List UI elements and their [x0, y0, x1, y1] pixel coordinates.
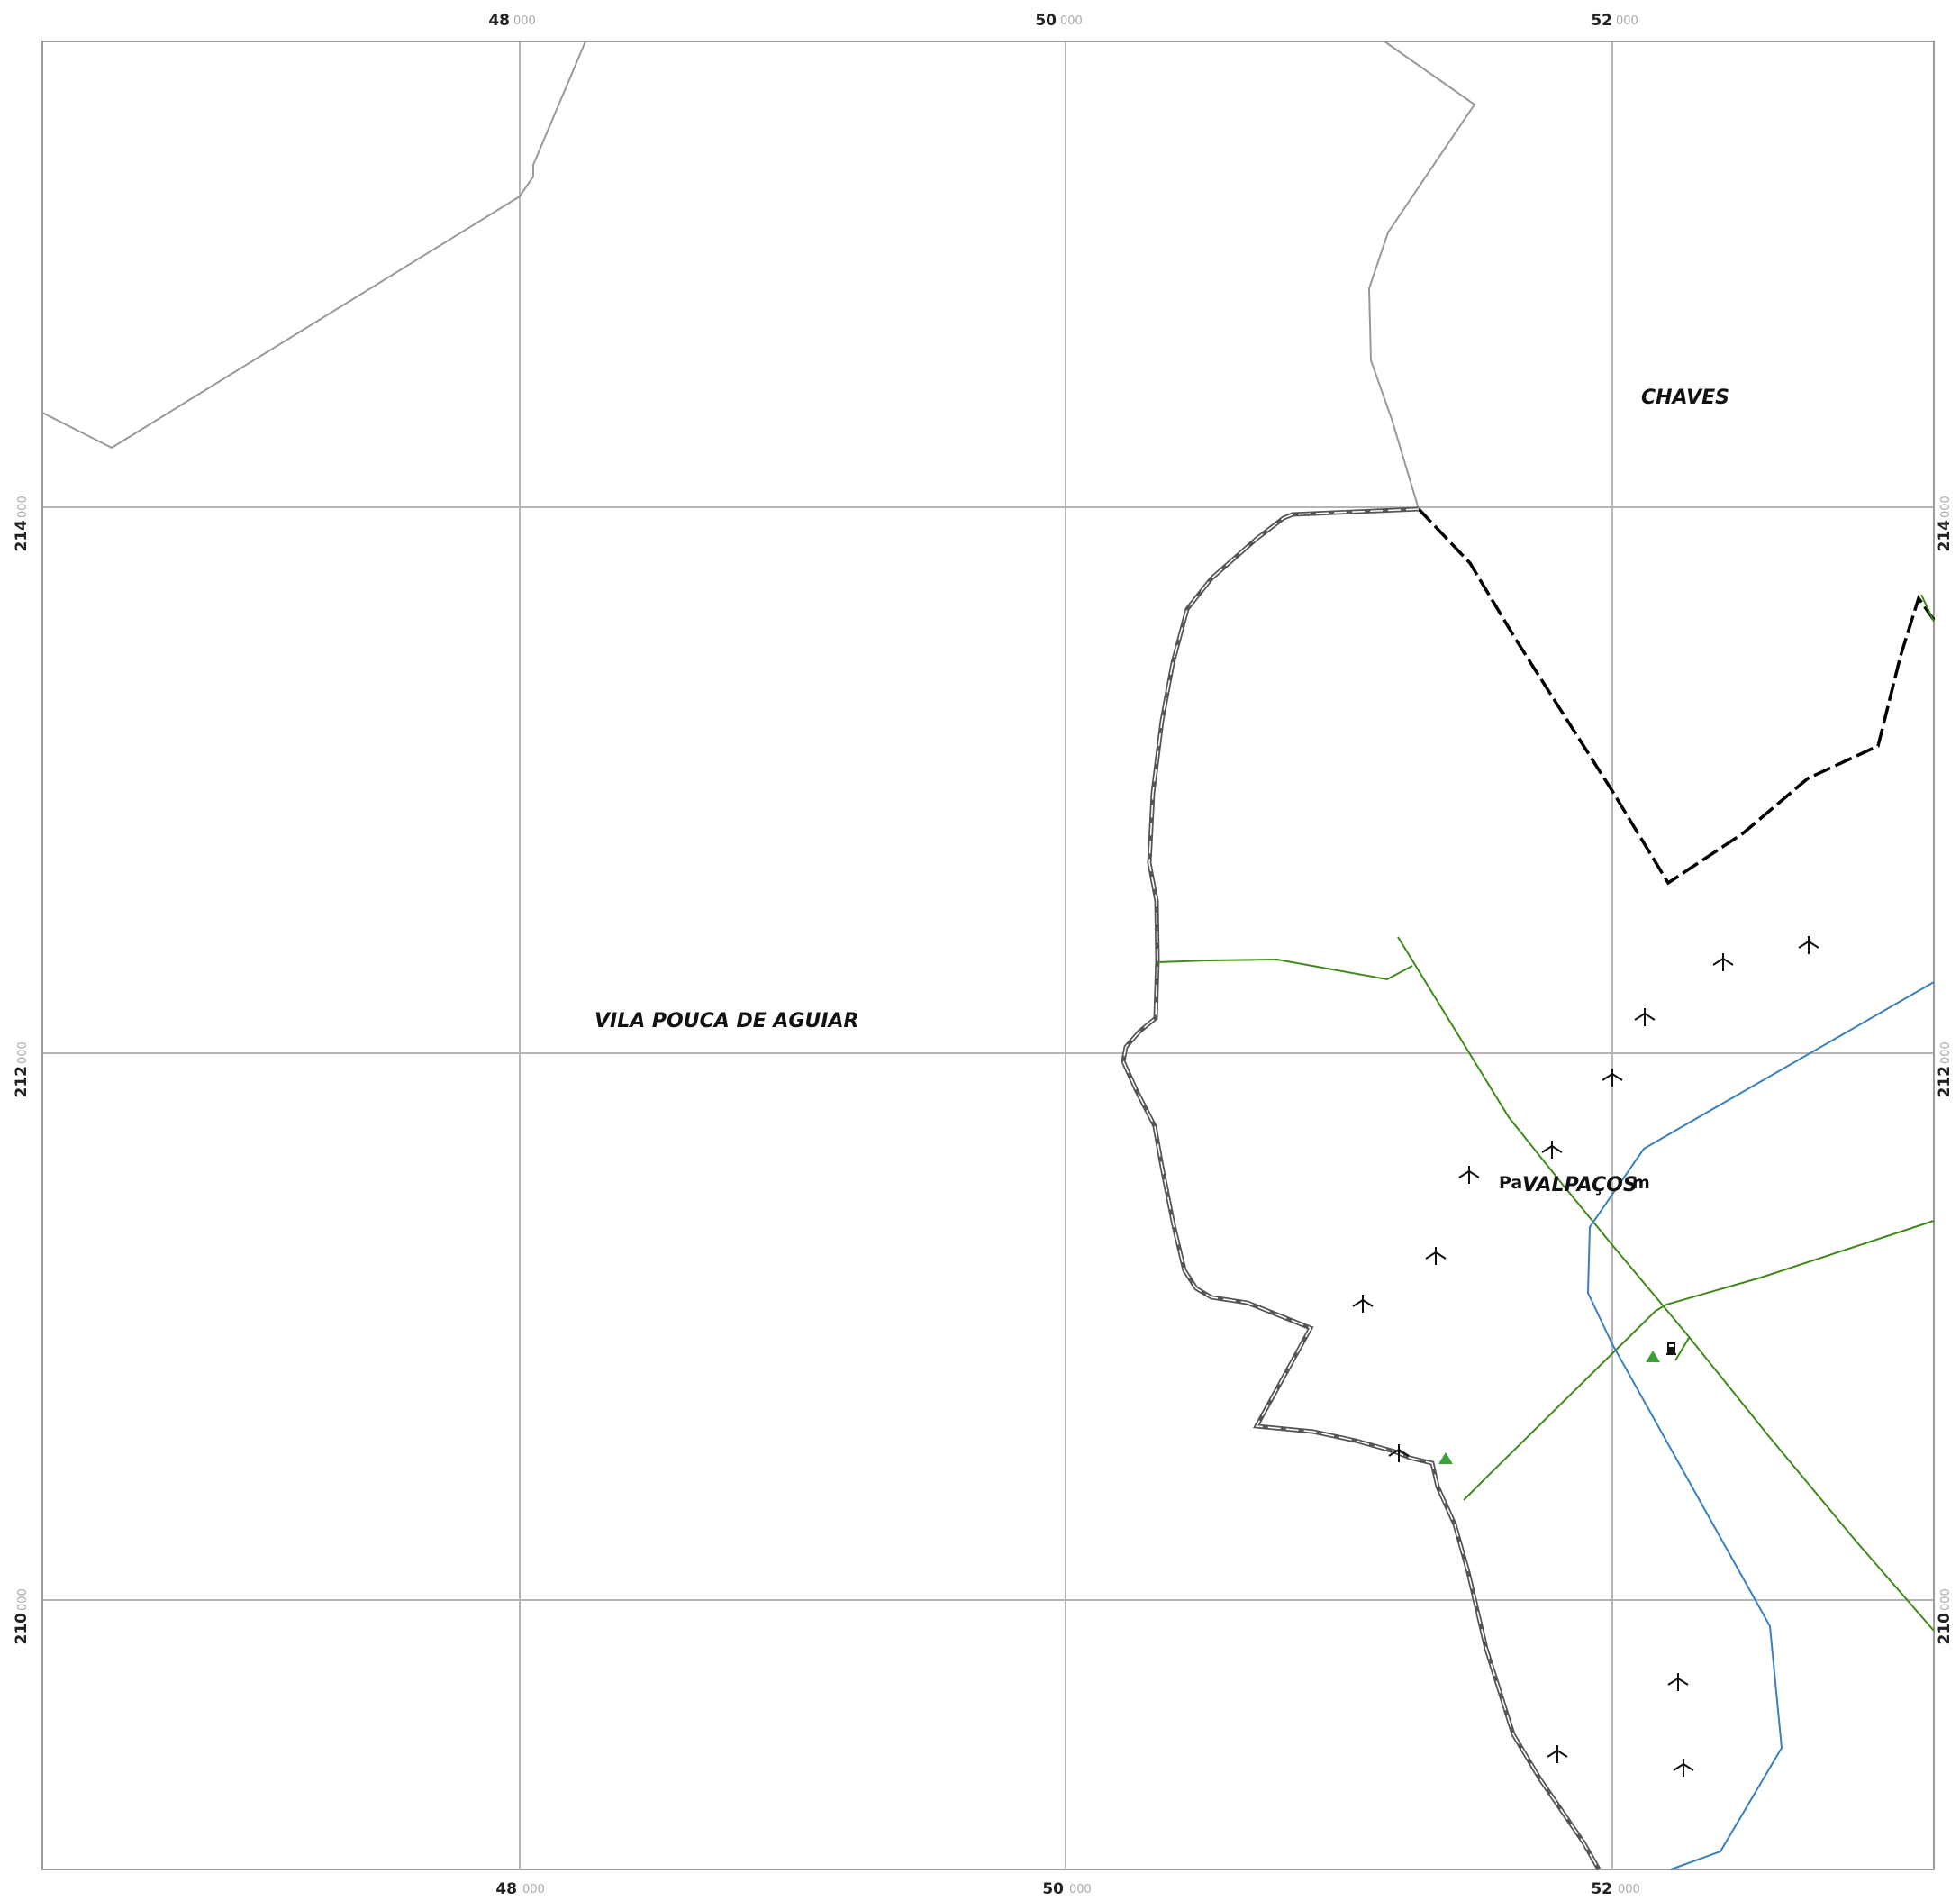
- triangle-icon: [1646, 1351, 1660, 1362]
- triangle-icon: [1438, 1452, 1453, 1464]
- wind-turbine-icon: [1798, 936, 1819, 954]
- tick-label-x-bottom: 50: [1042, 1880, 1064, 1898]
- district-boundary: [1417, 507, 1936, 886]
- tick-label-x-top: 52: [1591, 12, 1612, 30]
- tick-label-y-left: 212: [13, 1066, 31, 1098]
- wind-turbine-icon: [1352, 1295, 1374, 1313]
- tick-label-y-right: 214: [1936, 520, 1954, 552]
- tick-label-y-left-minor: 000: [16, 1041, 30, 1064]
- tick-label-y-right-minor: 000: [1939, 1588, 1953, 1611]
- tick-label-x-bottom: 48: [495, 1880, 517, 1898]
- place-label-left: Pa: [1499, 1173, 1522, 1193]
- tick-label-y-right: 212: [1936, 1066, 1954, 1098]
- tick-label-y-left: 214: [13, 520, 31, 552]
- tick-labels: 48 000 50 000 52 000 48 000 50 000 52 00…: [13, 12, 1954, 1898]
- municipality-label-vila-pouca-de-aguiar: VILA POUCA DE AGUIAR: [594, 1010, 859, 1032]
- tick-label-x-top-minor: 000: [1616, 14, 1638, 28]
- wind-turbine-icon: [1673, 1759, 1694, 1777]
- grid-lines: [42, 41, 1934, 1869]
- tick-label-y-right-minor: 000: [1939, 1041, 1953, 1064]
- wind-turbine-icon: [1425, 1247, 1447, 1265]
- tick-label-x-bottom-minor: 000: [1069, 1883, 1092, 1896]
- tick-label-x-top: 48: [488, 12, 510, 30]
- tick-label-y-right-minor: 000: [1939, 496, 1953, 518]
- wind-turbine-icon: [1602, 1069, 1623, 1087]
- municipal-boundaries: [41, 41, 1476, 510]
- road-diagonal: [1397, 936, 1935, 1632]
- tick-label-x-bottom-minor: 000: [522, 1883, 545, 1896]
- tick-label-y-left-minor: 000: [16, 1588, 30, 1611]
- municipality-label-chaves: CHAVES: [1641, 387, 1729, 409]
- map-frame: [41, 41, 1935, 1870]
- wind-turbine-icon: [1388, 1444, 1410, 1462]
- tick-label-x-top: 50: [1035, 12, 1057, 30]
- municipal-boundary-northwest: [41, 41, 586, 450]
- tick-label-y-left-minor: 000: [16, 496, 30, 518]
- road-west: [1157, 958, 1413, 981]
- tick-label-y-left: 210: [13, 1613, 31, 1645]
- tick-label-x-bottom: 52: [1591, 1880, 1612, 1898]
- wind-turbine-icon: [1541, 1141, 1563, 1159]
- river: [1586, 981, 1935, 1870]
- municipality-label-valpacos: VALPAÇOS: [1522, 1174, 1638, 1196]
- valpacos-boundary: [1121, 506, 1602, 1871]
- roads: [1157, 594, 1935, 1632]
- wind-turbine-icon: [1667, 1673, 1689, 1691]
- municipal-boundary-north: [1367, 41, 1476, 510]
- wind-turbine-icon: [1458, 1166, 1480, 1184]
- wind-turbine-icon: [1547, 1745, 1568, 1763]
- road-east: [1463, 1220, 1935, 1501]
- wind-turbine-icon: [1712, 953, 1734, 971]
- fuel-pump-icon: [1666, 1342, 1676, 1355]
- road-spur: [1674, 1337, 1690, 1361]
- tick-label-x-bottom-minor: 000: [1618, 1883, 1640, 1896]
- tick-label-x-top-minor: 000: [1060, 14, 1083, 28]
- place-label-right: m: [1632, 1173, 1650, 1193]
- tick-label-y-right: 210: [1936, 1613, 1954, 1645]
- tick-label-x-top-minor: 000: [513, 14, 536, 28]
- road-northeast: [1920, 594, 1935, 623]
- wind-turbine-icon: [1634, 1008, 1656, 1026]
- wind-turbines: [1352, 936, 1819, 1777]
